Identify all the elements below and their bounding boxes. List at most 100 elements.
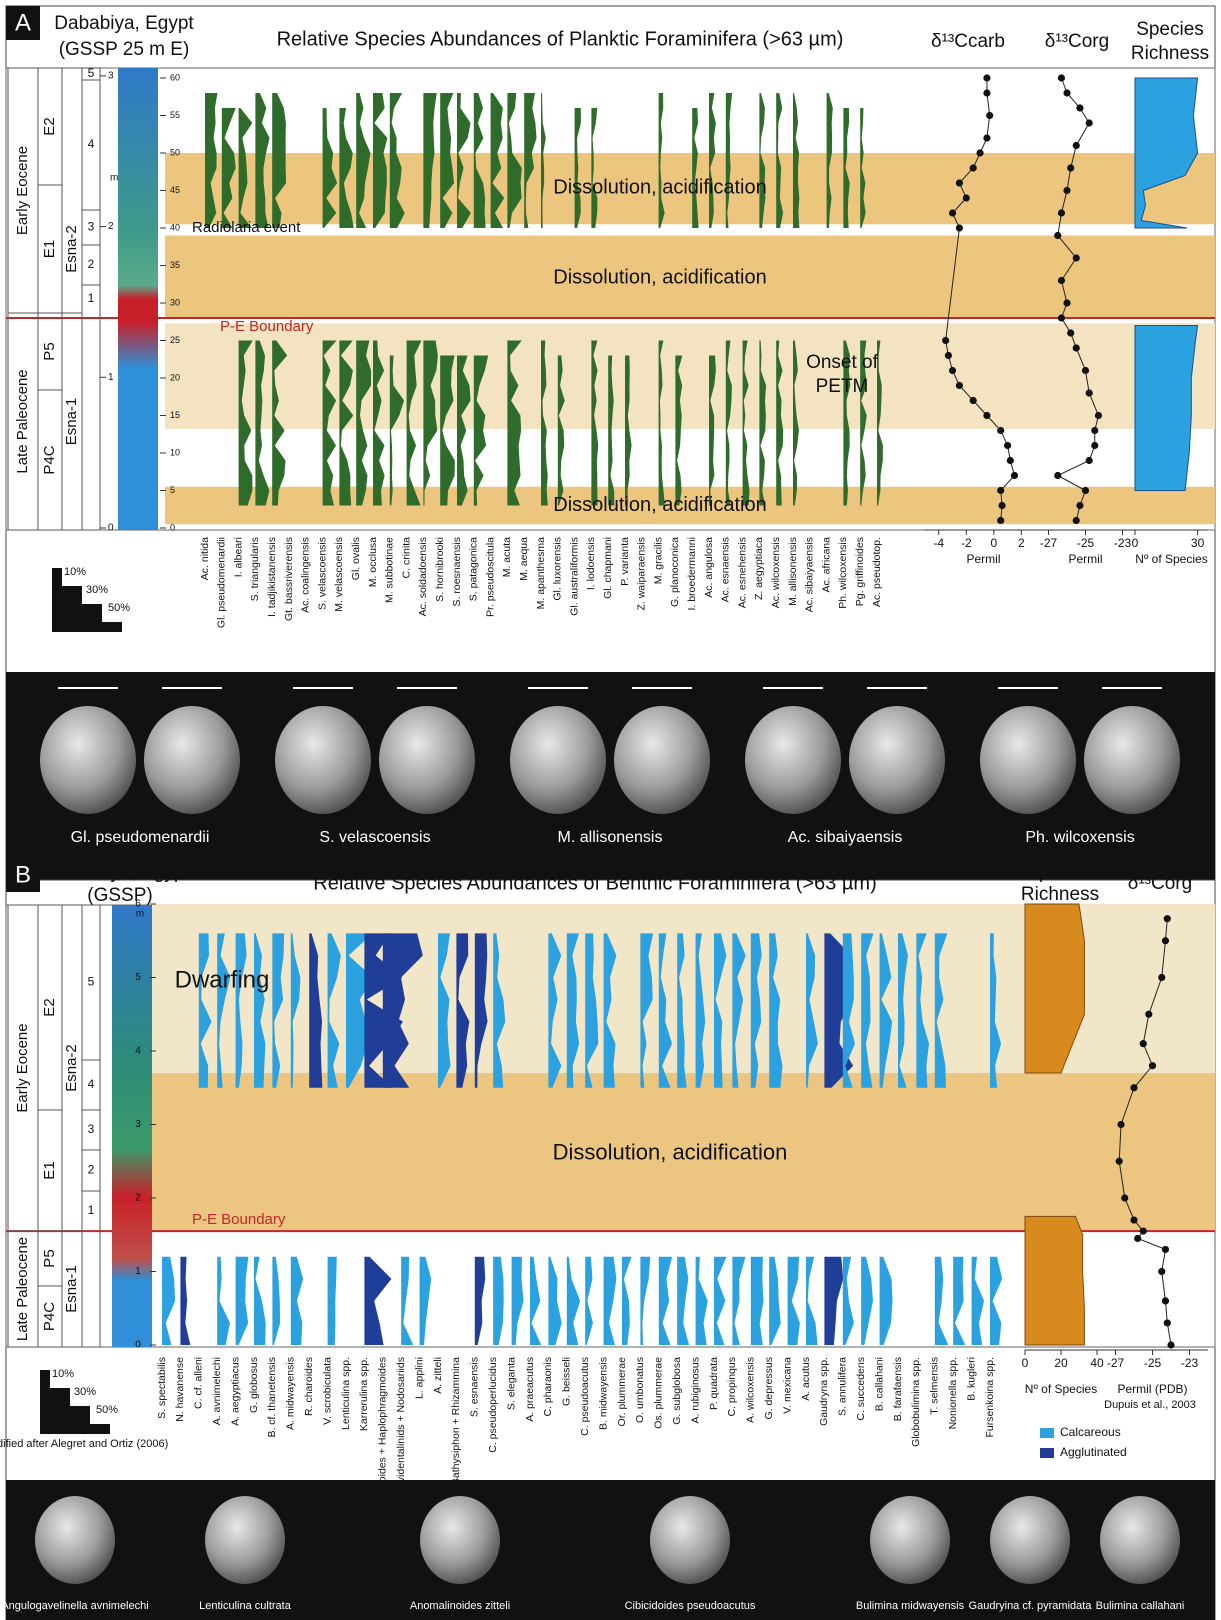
isotope-point [963, 194, 970, 201]
species-label: A. rubiginosus [689, 1357, 701, 1424]
species-label: Ac. pseudotop. [871, 537, 883, 607]
photo-caption: Ac. sibaiyaensis [788, 829, 903, 846]
richness-header: Richness [1131, 43, 1209, 64]
photo-caption: Gaudryina cf. pyramidata [969, 1600, 1093, 1612]
legend-label: Agglutinated [1060, 1445, 1127, 1459]
abundance-spindle [659, 1257, 672, 1345]
species-label: M. acuta [501, 537, 513, 577]
meter-tick-label: 0 [108, 523, 114, 534]
species-label: S. triangularis [249, 537, 261, 601]
source-note: Dupuis et al., 2003 [1104, 1399, 1196, 1411]
dwarfing-label: Dwarfing [175, 967, 270, 994]
abundance-spindle [423, 341, 437, 506]
abundance-spindle [180, 1257, 190, 1345]
isotope-point [1164, 1319, 1171, 1326]
isotope-point [949, 209, 956, 216]
zone-label: E2 [41, 998, 58, 1016]
unit-label: 3 [88, 220, 95, 234]
epoch-label: Early Eocene [14, 146, 31, 235]
isotope-point [1149, 1062, 1156, 1069]
isotope-point [976, 149, 983, 156]
legend-swatch [1040, 1448, 1054, 1458]
isotope-point [1121, 1194, 1128, 1201]
isotope-point [1058, 277, 1065, 284]
isotope-point [1134, 1235, 1141, 1242]
isotope-point [1162, 1246, 1169, 1253]
isotope-point [1063, 187, 1070, 194]
specimen-photo [1100, 1496, 1180, 1584]
species-label: Gaudryna spp. [818, 1357, 830, 1426]
species-label: B. callahani [873, 1357, 885, 1411]
abundance-spindle [236, 1257, 249, 1345]
isotope-point [1164, 915, 1171, 922]
photo-caption: Anomalinoides zitteli [410, 1600, 510, 1612]
boundary-label: P-E Boundary [220, 318, 314, 335]
species-label: Gl. ovalis [350, 537, 362, 580]
depth-tick-label: 55 [170, 110, 180, 120]
scale-key [52, 568, 122, 632]
unit-label: 2 [88, 1163, 95, 1177]
species-label: G. subglobosa [671, 1357, 683, 1425]
species-label: B. kugleri [965, 1357, 977, 1401]
org-header: δ¹³Corg [1045, 31, 1109, 52]
panel-title: Relative Species Abundances of Planktic … [277, 28, 844, 50]
abundance-spindle [861, 1257, 873, 1345]
species-label: Os. plummerae [653, 1357, 665, 1429]
photo-caption: Lenticulina cultrata [199, 1600, 292, 1612]
x-tick-label: 0 [990, 536, 997, 550]
species-label: A. zitteli [432, 1357, 444, 1394]
meter-unit: m [110, 173, 118, 184]
species-label: C. pseudoacutus [579, 1357, 591, 1436]
depth-tick-label: 4 [135, 1046, 141, 1057]
legend-swatch [1040, 1428, 1054, 1438]
band-label: Dissolution, acidification [553, 494, 766, 516]
specimen-photo [1084, 706, 1180, 814]
species-label: G. beisseli [561, 1357, 573, 1406]
depth-tick-label: 2 [135, 1193, 141, 1204]
species-label: I. broedermanni [686, 537, 698, 611]
abundance-spindle [475, 1257, 485, 1345]
legend-label: Calcareous [1060, 1425, 1121, 1439]
isotope-point [1058, 74, 1065, 81]
species-label: Karrerulina spp. [358, 1357, 370, 1431]
isotope-point [956, 382, 963, 389]
depth-tick-label: 5 [170, 485, 175, 495]
isotope-point [1140, 1227, 1147, 1234]
species-label: Nonionella spp. [947, 1357, 959, 1429]
key-label: 50% [108, 602, 130, 614]
axis-label: Permil [1068, 552, 1102, 566]
species-label: S. hornibrooki [434, 537, 446, 602]
band-label: Dissolution, acidification [553, 1140, 788, 1165]
isotope-point [1095, 412, 1102, 419]
x-tick-label: -25 [1144, 1356, 1162, 1370]
abundance-spindle [328, 1257, 337, 1345]
zone-label: E2 [41, 117, 58, 135]
isotope-point [983, 134, 990, 141]
unit-label: 1 [88, 1203, 95, 1217]
depth-tick-label: 3 [135, 1119, 141, 1130]
isotope-point [1054, 232, 1061, 239]
species-label: B. midwayensis [597, 1357, 609, 1430]
isotope-point [1058, 314, 1065, 321]
meter-tick-label: 3 [108, 71, 114, 82]
species-label: L. applini [413, 1357, 425, 1399]
species-label: M. occlusa [367, 537, 379, 587]
carb-header: δ¹³Ccarb [931, 31, 1005, 52]
unit-label: 1 [88, 291, 95, 305]
species-label: Laevidentalinids + Nodosariids [395, 1357, 407, 1500]
species-label: I. lodoensis [585, 537, 597, 590]
org-header: δ¹³Corg [1128, 873, 1192, 894]
photo-caption: Bulimina callahani [1096, 1600, 1185, 1612]
epoch-label: Early Eocene [14, 1023, 31, 1112]
species-label: M. gracilis [652, 537, 664, 584]
species-label: C. pharaonis [542, 1357, 554, 1417]
radiolaria-label: Radiolaria event [192, 219, 301, 236]
isotope-point [1082, 367, 1089, 374]
depth-tick-label: 15 [170, 410, 180, 420]
species-label: B. cf. thanetensis [266, 1357, 278, 1438]
onset-label: Onset of [806, 352, 879, 373]
isotope-point [956, 179, 963, 186]
species-label: Gl. pseudomenardii [216, 537, 228, 628]
species-label: C. cf. alleni [193, 1357, 205, 1409]
abundance-spindle [935, 1257, 948, 1345]
